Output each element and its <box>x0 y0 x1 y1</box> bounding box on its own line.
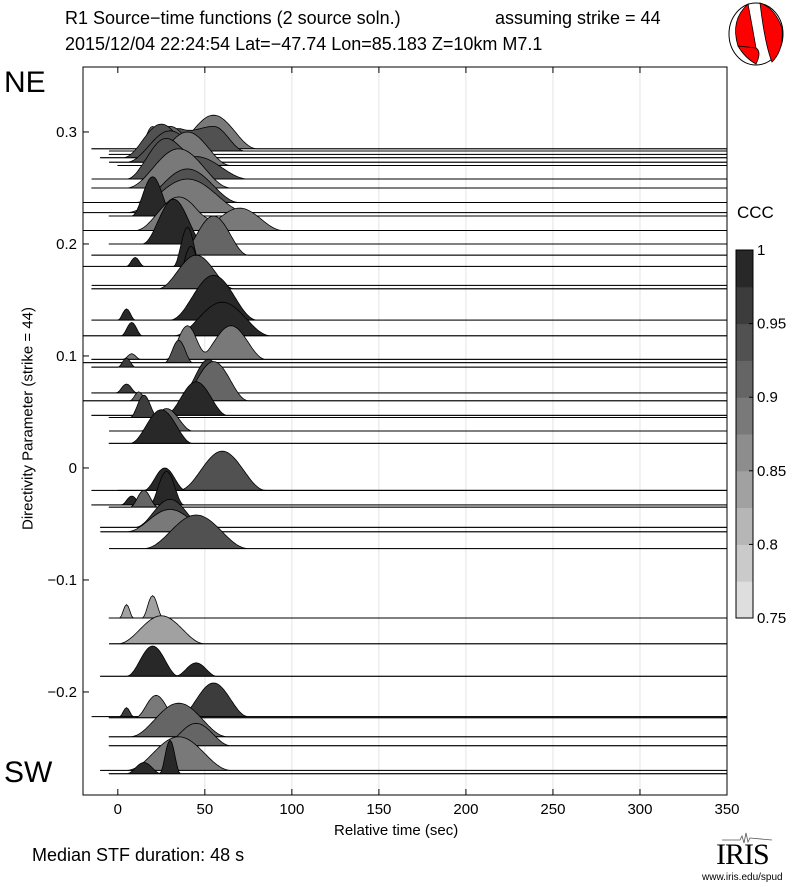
chart-title: R1 Source−time functions (2 source soln.… <box>65 8 401 28</box>
colorbar-band <box>736 397 753 435</box>
y-tick-label: 0.1 <box>56 348 77 365</box>
colorbar-band <box>736 360 753 398</box>
colorbar-band <box>736 323 753 361</box>
x-tick-label: 200 <box>453 801 478 818</box>
event-info: 2015/12/04 22:24:54 Lat=−47.74 Lon=85.18… <box>65 34 543 54</box>
y-tick-label: 0.2 <box>56 236 77 253</box>
colorbar-tick-label: 0.9 <box>757 389 778 406</box>
stf-trace <box>91 254 728 290</box>
y-tick-label: −0.2 <box>47 684 77 701</box>
x-tick-label: 350 <box>714 801 739 818</box>
seismogram-icon <box>722 832 773 844</box>
iris-logo[interactable]: IRIS www.iris.edu/spud <box>702 832 792 887</box>
colorbar-frame <box>735 249 754 619</box>
colorbar-tick-label: 1 <box>757 242 765 259</box>
colorbar-label: CCC <box>737 203 774 222</box>
colorbar-band <box>736 286 753 325</box>
plot-frame <box>82 66 728 796</box>
colorbar-band <box>736 544 753 582</box>
sw-label: SW <box>4 756 53 789</box>
x-tick-label: 100 <box>279 801 304 818</box>
y-tick-label: −0.1 <box>47 572 77 589</box>
iris-logo-text: IRIS <box>716 838 770 871</box>
colorbar-band <box>736 250 753 288</box>
colorbar-band <box>736 581 753 619</box>
x-axis-label: Relative time (sec) <box>334 822 459 839</box>
x-tick-label: 50 <box>196 801 213 818</box>
x-tick-label: 250 <box>540 801 565 818</box>
stf-trace <box>108 595 728 619</box>
median-duration: Median STF duration: 48 s <box>32 845 245 865</box>
colorbar-tick-label: 0.95 <box>757 316 786 333</box>
iris-url: www.iris.edu/spud <box>702 872 783 883</box>
colorbar-tick-label: 0.75 <box>757 610 786 627</box>
x-tick-label: 150 <box>366 801 391 818</box>
stf-trace <box>109 615 727 645</box>
ne-label: NE <box>4 66 46 99</box>
x-tick-label: 300 <box>627 801 652 818</box>
stf-trace <box>108 722 728 747</box>
beachball-icon <box>728 2 784 66</box>
strike-note: assuming strike = 44 <box>495 8 661 28</box>
stf-trace <box>91 450 728 491</box>
stf-trace <box>91 381 728 416</box>
y-tick-label: 0 <box>69 460 77 477</box>
y-tick-label: 0.3 <box>56 124 77 141</box>
stf-trace <box>99 645 728 677</box>
x-tick-label: 0 <box>114 801 122 818</box>
colorbar-band <box>736 470 753 509</box>
colorbar-tick-label: 0.8 <box>757 536 778 553</box>
colorbar-band <box>736 434 753 472</box>
colorbar-tick-label: 0.85 <box>757 463 786 480</box>
colorbar-band <box>736 507 753 545</box>
